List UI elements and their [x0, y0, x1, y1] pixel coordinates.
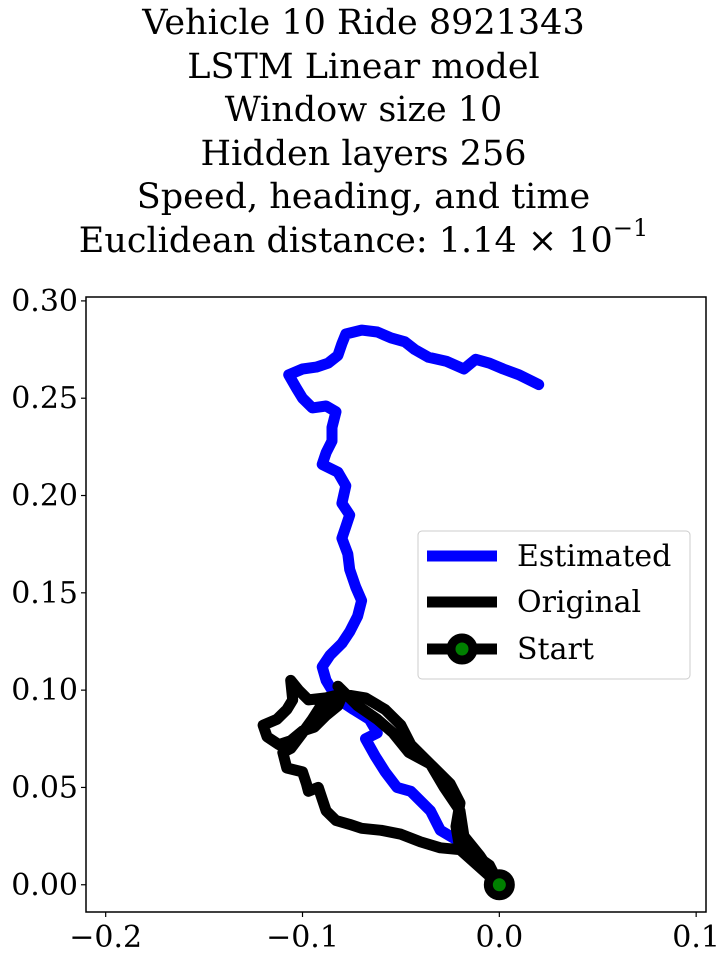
title-line-6: Euclidean distance: 1.14 × 10−1: [0, 216, 727, 264]
x-tick-label: 0.1: [672, 920, 720, 955]
title-line-6-exponent: −1: [612, 213, 649, 242]
title-line-2: LSTM Linear model: [187, 46, 540, 87]
x-tick-label: 0.0: [475, 920, 523, 955]
y-tick-label: 0.05: [11, 770, 78, 805]
y-tick-label: 0.20: [11, 479, 78, 514]
x-tick-label: −0.1: [266, 920, 339, 955]
ticks-layer: −0.2 −0.1 0.0 0.1 0.00 0.05 0.10 0.15 0.20 0.25 0.…: [11, 284, 720, 955]
title-line-4: Hidden layers 256: [200, 133, 527, 174]
axes-border: [85, 296, 707, 913]
series-layer: [257, 324, 545, 901]
legend-label-estimated: Estimated: [517, 539, 671, 574]
legend-box: [417, 530, 691, 680]
legend-marker-start: [446, 633, 478, 665]
legend-label-start: Start: [517, 632, 594, 667]
y-tick-label: 0.30: [11, 284, 78, 319]
title-line-1: Vehicle 10 Ride 8921343: [142, 3, 585, 43]
title-line-3: Window size 10: [224, 90, 503, 130]
axes-frame: [85, 296, 707, 913]
legend-label-original: Original: [517, 585, 641, 620]
y-tick-label: 0.00: [11, 868, 78, 903]
y-tick-label: 0.25: [11, 381, 78, 416]
series-line-original: [257, 674, 505, 891]
title-line-5: Speed, heading, and time: [136, 177, 591, 217]
legend: Estimated Original Start: [417, 530, 691, 680]
x-tick-label: −0.2: [69, 920, 142, 955]
start-marker: [483, 869, 515, 901]
chart-title: Vehicle 10 Ride 8921343 LSTM Linear mode…: [0, 2, 727, 263]
y-tick-label: 0.10: [11, 673, 78, 708]
series-line-estimated: [283, 324, 545, 891]
y-tick-label: 0.15: [11, 576, 78, 611]
title-line-6-prefix: Euclidean distance: 1.14 × 10: [78, 220, 613, 261]
